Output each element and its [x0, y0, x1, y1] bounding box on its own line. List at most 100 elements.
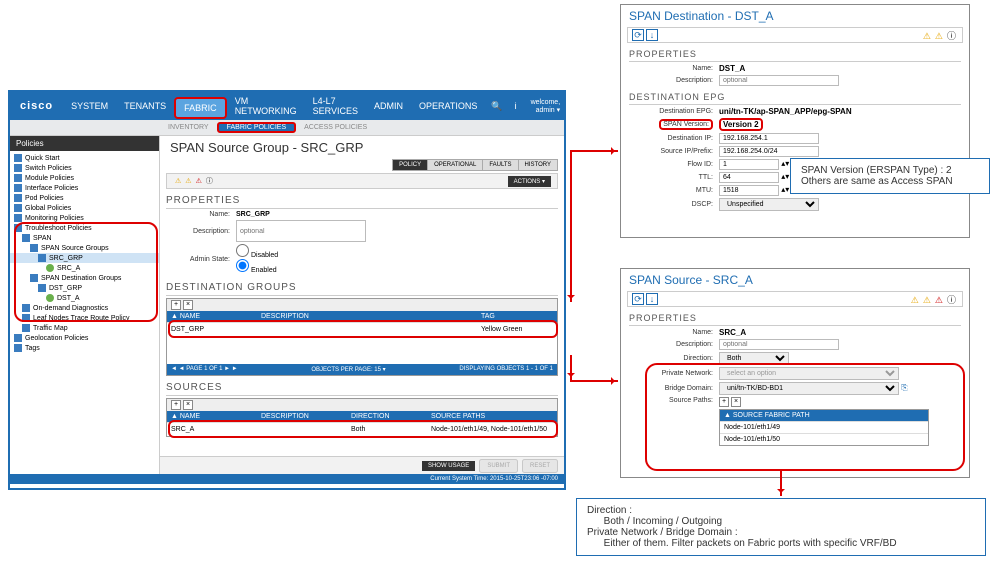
arrow-to-src [570, 380, 618, 382]
direction-select[interactable]: Both [719, 352, 789, 365]
add-dest-button[interactable]: + [171, 300, 181, 310]
tree-item[interactable]: Quick Start [10, 153, 159, 163]
src-name-value: SRC_A [719, 328, 746, 337]
src-grid-header: ▲ NAME DESCRIPTION DIRECTION SOURCE PATH… [167, 411, 557, 422]
dest-ip-label: Destination IP: [629, 135, 719, 142]
src-desc-input[interactable] [719, 339, 839, 350]
subnav-access-policies[interactable]: ACCESS POLICIES [296, 124, 375, 131]
stepper-icon[interactable]: ▴▾ [781, 159, 789, 168]
remove-dest-button[interactable]: × [183, 300, 193, 310]
flow-input[interactable] [719, 159, 779, 170]
dest-grid-header: ▲ NAME DESCRIPTION TAG [167, 311, 557, 322]
search-icon[interactable]: 🔍 [485, 101, 508, 112]
status-bar: Current System Time: 2015-10-25T23:06 -0… [10, 474, 564, 484]
admin-disabled-radio[interactable]: Disabled [236, 252, 278, 259]
download-icon[interactable]: ↓ [646, 293, 658, 305]
admin-enabled-radio[interactable]: Enabled [236, 267, 277, 274]
dest-name-label: Name: [629, 65, 719, 72]
subnav-inventory[interactable]: INVENTORY [160, 124, 217, 131]
direction-label: Direction: [629, 355, 719, 362]
description-input[interactable] [236, 220, 366, 242]
nav-vm[interactable]: VM NETWORKING [227, 94, 305, 119]
private-network-select[interactable]: select an option [719, 367, 899, 380]
dest-epg-label: Destination EPG: [629, 108, 719, 115]
dscp-select[interactable]: Unspecified [719, 198, 819, 211]
tree-item[interactable]: Geolocation Policies [10, 333, 159, 343]
properties-header: PROPERTIES [166, 193, 558, 209]
remove-path-button[interactable]: × [731, 397, 741, 407]
dest-grid-toolbar: + × [167, 299, 557, 311]
source-paths-label: Source Paths: [629, 397, 719, 404]
nav-system[interactable]: SYSTEM [63, 94, 116, 119]
submit-button[interactable]: SUBMIT [479, 459, 518, 473]
nav-ops[interactable]: OPERATIONS [411, 94, 485, 119]
welcome-menu[interactable]: welcome, admin ▾ [523, 99, 569, 114]
tree-item[interactable]: Switch Policies [10, 163, 159, 173]
src-props-header: PROPERTIES [629, 311, 961, 326]
tree-item[interactable]: Traffic Map [10, 323, 159, 333]
tab-faults[interactable]: FAULTS [482, 159, 518, 171]
dest-name-value: DST_A [719, 64, 745, 73]
bridge-domain-label: Bridge Domain: [629, 385, 719, 392]
prop-name-label: Name: [166, 211, 236, 218]
refresh-icon[interactable]: ⟳ [632, 293, 644, 305]
tree-item[interactable]: Module Policies [10, 173, 159, 183]
tree-item[interactable]: Tags [10, 343, 159, 353]
nav-admin[interactable]: ADMIN [366, 94, 411, 119]
open-icon[interactable]: ⎘ [901, 383, 907, 392]
info-icon[interactable]: i [509, 101, 523, 111]
actions-menu[interactable]: ACTIONS ▾ [508, 176, 551, 187]
tab-history[interactable]: HISTORY [518, 159, 558, 171]
nav-l4l7[interactable]: L4-L7 SERVICES [305, 94, 366, 119]
path-row[interactable]: Node-101/eth1/49 [720, 421, 928, 433]
dest-grid-row[interactable]: DST_GRP Yellow Green [167, 322, 557, 336]
src-grid-toolbar: + × [167, 399, 557, 411]
tab-operational[interactable]: OPERATIONAL [427, 159, 483, 171]
dest-desc-input[interactable] [719, 75, 839, 86]
dest-desc-label: Description: [629, 77, 719, 84]
bridge-domain-select[interactable]: uni/tn-TK/BD-BD1 [719, 382, 899, 395]
page-title: SPAN Source Group - SRC_GRP [160, 136, 564, 159]
mtu-input[interactable] [719, 185, 779, 196]
destination-groups-panel: DESTINATION GROUPS + × ▲ NAME DESCRIPTIO… [166, 280, 558, 376]
dest-props-header: PROPERTIES [629, 47, 961, 62]
span-version-value-hl: Version 2 [719, 118, 763, 131]
sources-panel: SOURCES + × ▲ NAME DESCRIPTION DIRECTION… [166, 380, 558, 437]
content-pane: SPAN Source Group - SRC_GRP POLICY OPERA… [160, 136, 564, 474]
src-grid-row[interactable]: SRC_A Both Node-101/eth1/49, Node-101/et… [167, 422, 557, 436]
flow-label: Flow ID: [629, 161, 719, 168]
reset-button[interactable]: RESET [522, 459, 558, 473]
private-network-label: Private Network: [629, 370, 719, 377]
src-ip-label: Source IP/Prefix: [629, 148, 719, 155]
stepper-icon[interactable]: ▴▾ [781, 172, 789, 181]
tab-policy[interactable]: POLICY [392, 159, 428, 171]
nav-fabric[interactable]: FABRIC [174, 97, 227, 119]
refresh-icon[interactable]: ⟳ [632, 29, 644, 41]
properties-panel: PROPERTIES Name:SRC_GRP Description: Adm… [166, 193, 558, 276]
src-name-label: Name: [629, 329, 719, 336]
bottom-bar: SHOW USAGE SUBMIT RESET [160, 456, 564, 474]
ttl-input[interactable] [719, 172, 779, 183]
tree-item[interactable]: Pod Policies [10, 193, 159, 203]
span-version-highlight: SPAN Version: [659, 119, 713, 130]
tree-item[interactable]: Global Policies [10, 203, 159, 213]
stepper-icon[interactable]: ▴▾ [781, 185, 789, 194]
show-usage-button[interactable]: SHOW USAGE [422, 461, 475, 471]
add-src-button[interactable]: + [171, 400, 181, 410]
nav-tenants[interactable]: TENANTS [116, 94, 174, 119]
dest-ip-input[interactable] [719, 133, 819, 144]
download-icon[interactable]: ↓ [646, 29, 658, 41]
dest-grid-footer: ◄ ◄ PAGE 1 OF 1 ► ► OBJECTS PER PAGE: 15… [167, 364, 557, 375]
arrow-to-dest [570, 150, 618, 152]
add-path-button[interactable]: + [719, 397, 729, 407]
aci-main-window: cisco SYSTEM TENANTS FABRIC VM NETWORKIN… [8, 90, 566, 490]
dest-panel-toolbar: ⟳↓ ⚠⚠ⓘ [627, 27, 963, 43]
tree-item[interactable]: Interface Policies [10, 183, 159, 193]
subnav-fabric-policies[interactable]: FABRIC POLICIES [217, 122, 297, 133]
path-row[interactable]: Node-101/eth1/50 [720, 433, 928, 445]
content-tabs: POLICY OPERATIONAL FAULTS HISTORY [160, 159, 564, 171]
span-destination-panel: SPAN Destination - DST_A ⟳↓ ⚠⚠ⓘ PROPERTI… [620, 4, 970, 238]
arrow-vert-src [570, 355, 572, 380]
remove-src-button[interactable]: × [183, 400, 193, 410]
src-ip-input[interactable] [719, 146, 819, 157]
